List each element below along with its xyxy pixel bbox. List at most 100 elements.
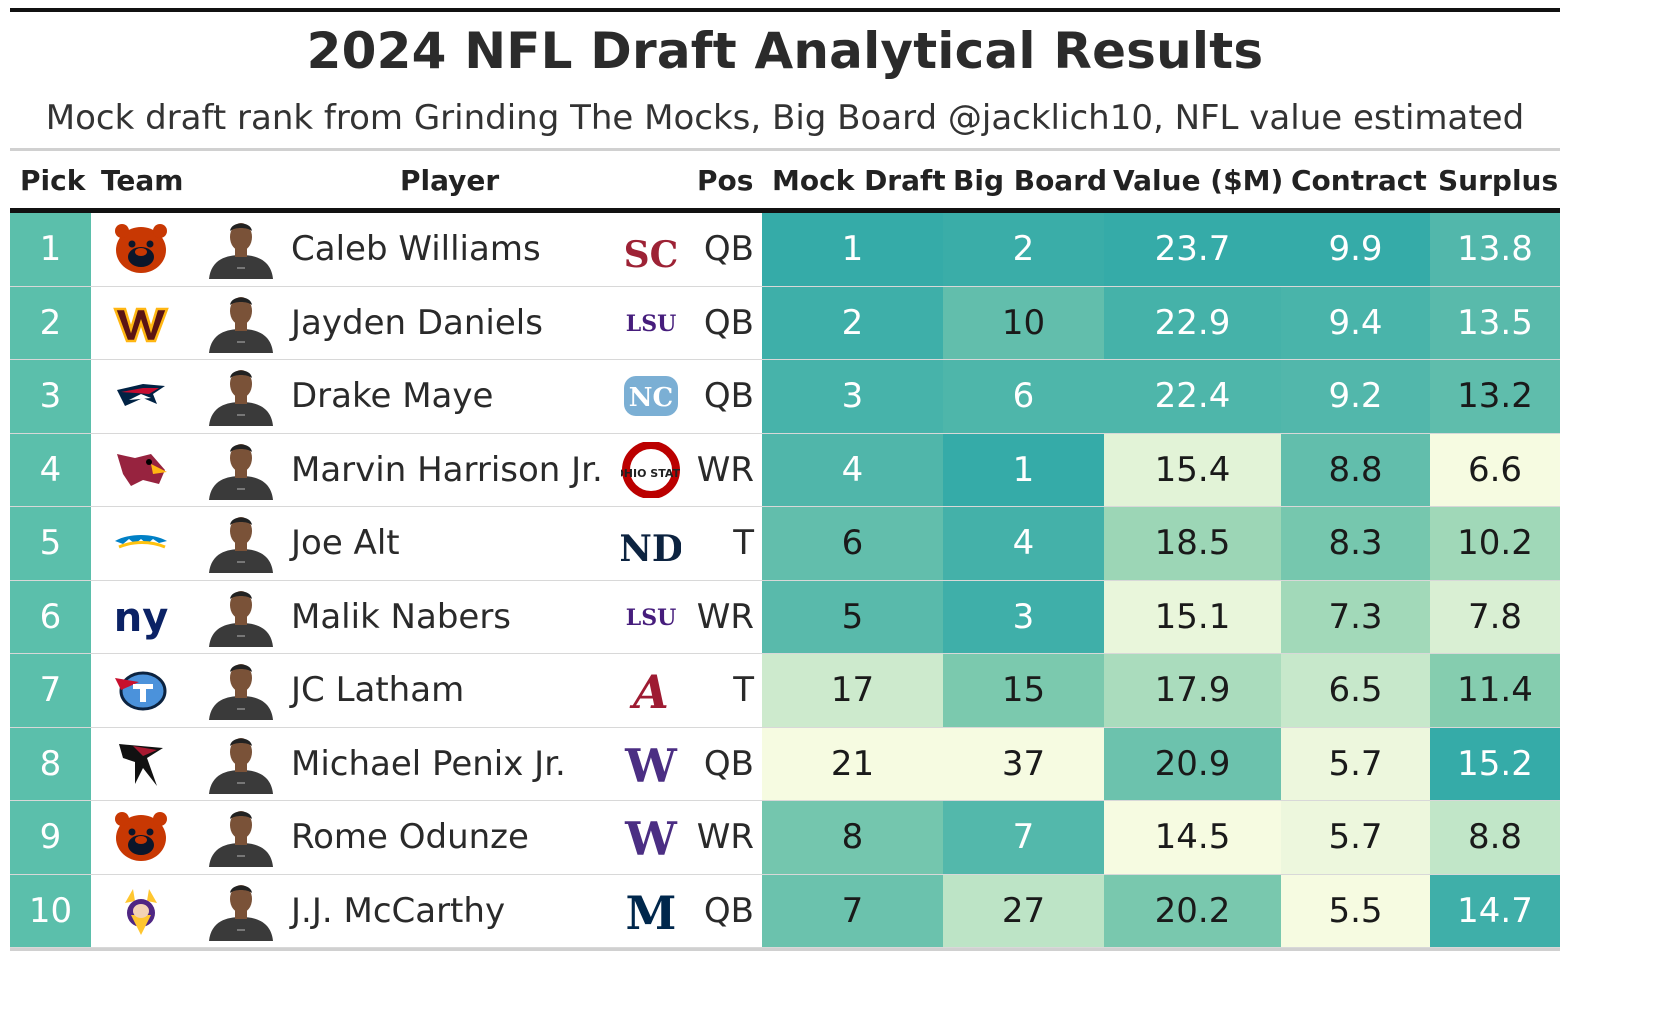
position-cell: QB xyxy=(691,360,762,433)
value-cell: 15.1 xyxy=(1104,580,1281,653)
bears-logo xyxy=(115,812,167,862)
value-cell: 20.2 xyxy=(1104,874,1281,947)
header-pick: Pick xyxy=(20,164,86,197)
player-name: Jayden Daniels xyxy=(291,286,611,359)
player-name: Caleb Williams xyxy=(291,213,611,286)
player-headshot xyxy=(209,443,273,500)
header-pos: Pos xyxy=(697,164,754,197)
lsu-logo: LSU xyxy=(626,605,677,631)
photo-cell xyxy=(191,727,291,800)
player-headshot xyxy=(209,737,273,794)
player-name: JC Latham xyxy=(291,654,611,727)
board-cell: 1 xyxy=(943,433,1104,506)
photo-cell xyxy=(191,801,291,874)
college-cell: OHIO STATE xyxy=(611,433,691,506)
team-cell xyxy=(91,654,191,727)
pick-cell: 6 xyxy=(10,580,91,653)
contract-cell: 7.3 xyxy=(1281,580,1430,653)
contract-cell: 9.2 xyxy=(1281,360,1430,433)
header-rule xyxy=(10,208,1560,213)
college-cell: SC xyxy=(611,213,691,286)
surplus-cell: 11.4 xyxy=(1430,654,1560,727)
mock-cell: 7 xyxy=(762,874,943,947)
svg-text:ND: ND xyxy=(621,528,681,570)
patriots-logo xyxy=(117,384,165,407)
college-cell: NC xyxy=(611,360,691,433)
college-cell: ND xyxy=(611,507,691,580)
board-cell: 3 xyxy=(943,580,1104,653)
team-cell xyxy=(91,433,191,506)
position-cell: WR xyxy=(691,433,762,506)
surplus-cell: 7.8 xyxy=(1430,580,1560,653)
mock-cell: 1 xyxy=(762,213,943,286)
college-cell: LSU xyxy=(611,580,691,653)
value-cell: 18.5 xyxy=(1104,507,1281,580)
ohio-state-logo: OHIO STATE xyxy=(621,441,681,498)
team-cell xyxy=(91,213,191,286)
college-cell: A xyxy=(611,654,691,727)
header-value: Value ($M) xyxy=(1113,164,1284,197)
player-name: Marvin Harrison Jr. xyxy=(291,433,611,506)
table-row: 7 JC Latham A T 17 15 17.9 6.5 11.4 xyxy=(10,654,1560,728)
position-cell: QB xyxy=(691,727,762,800)
pick-cell: 4 xyxy=(10,433,91,506)
table-row: 6 ny Malik Nabers LSU WR 5 3 15.1 7.3 7.8 xyxy=(10,580,1560,654)
subtitle-rule xyxy=(10,148,1560,151)
team-cell: ny xyxy=(91,580,191,653)
table-title: 2024 NFL Draft Analytical Results xyxy=(306,22,1264,80)
mock-cell: 2 xyxy=(762,286,943,359)
mock-cell: 5 xyxy=(762,580,943,653)
usc-logo: SC xyxy=(624,234,679,276)
contract-cell: 6.5 xyxy=(1281,654,1430,727)
table-body: 1 Caleb Williams SC QB 1 2 23.7 9.9 13.8 2 Jayden … xyxy=(10,213,1560,948)
mock-cell: 3 xyxy=(762,360,943,433)
notre-dame-logo: ND xyxy=(621,528,681,570)
player-name: Joe Alt xyxy=(291,507,611,580)
titans-logo xyxy=(115,671,167,711)
table-row: 3 Drake Maye NC QB 3 6 22.4 9.2 13.2 xyxy=(10,360,1560,434)
washington-logo: W xyxy=(624,812,678,865)
position-cell: WR xyxy=(691,801,762,874)
contract-cell: 8.3 xyxy=(1281,507,1430,580)
photo-cell xyxy=(191,433,291,506)
board-cell: 2 xyxy=(943,213,1104,286)
header-big-board: Big Board xyxy=(953,164,1108,197)
position-cell: QB xyxy=(691,874,762,947)
board-cell: 10 xyxy=(943,286,1104,359)
table-subtitle: Mock draft rank from Grinding The Mocks,… xyxy=(45,98,1525,138)
svg-text:ny: ny xyxy=(114,595,169,641)
pick-cell: 7 xyxy=(10,654,91,727)
surplus-cell: 14.7 xyxy=(1430,874,1560,947)
player-headshot xyxy=(209,884,273,941)
contract-cell: 5.7 xyxy=(1281,801,1430,874)
team-cell xyxy=(91,727,191,800)
svg-text:SC: SC xyxy=(624,234,679,276)
board-cell: 6 xyxy=(943,360,1104,433)
surplus-cell: 13.5 xyxy=(1430,286,1560,359)
player-headshot xyxy=(209,590,273,647)
top-rule xyxy=(10,8,1560,12)
mock-cell: 4 xyxy=(762,433,943,506)
position-cell: QB xyxy=(691,213,762,286)
surplus-cell: 13.8 xyxy=(1430,213,1560,286)
falcons-logo xyxy=(119,743,163,786)
header-player: Player xyxy=(400,164,500,197)
pick-cell: 8 xyxy=(10,727,91,800)
mock-cell: 6 xyxy=(762,507,943,580)
board-cell: 37 xyxy=(943,727,1104,800)
header-mock-draft: Mock Draft xyxy=(772,164,946,197)
table-row: 10 J.J. McCarthy M QB 7 27 20.2 5.5 14.7 xyxy=(10,874,1560,948)
mock-cell: 8 xyxy=(762,801,943,874)
svg-text:W: W xyxy=(624,812,678,865)
bears-logo xyxy=(115,224,167,274)
pick-cell: 10 xyxy=(10,874,91,947)
svg-text:W: W xyxy=(624,739,678,792)
svg-text:NC: NC xyxy=(629,383,673,413)
pick-cell: 2 xyxy=(10,286,91,359)
bottom-rule xyxy=(10,948,1560,951)
svg-text:LSU: LSU xyxy=(626,605,677,631)
unc-logo: NC xyxy=(624,376,678,417)
player-name: Michael Penix Jr. xyxy=(291,727,611,800)
college-cell: LSU xyxy=(611,286,691,359)
